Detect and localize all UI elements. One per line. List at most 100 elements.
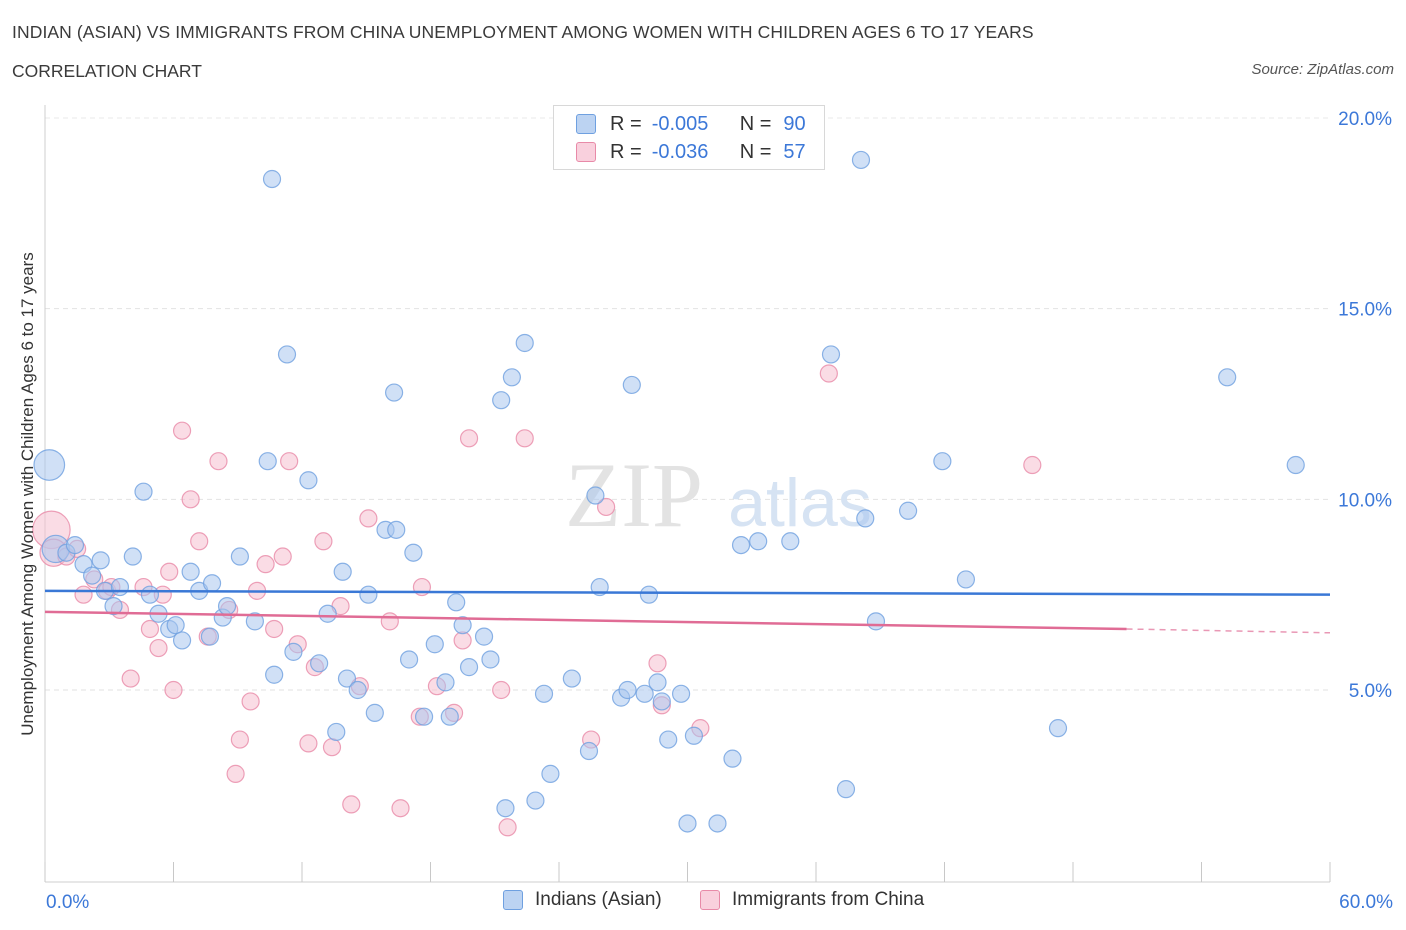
china-point [498,818,517,837]
indian-point [110,577,130,597]
china-point [241,692,260,711]
china-point [597,497,616,517]
x-tick-label: 0.0% [46,892,89,913]
source-label: Source: ZipAtlas.com [1251,61,1394,78]
y-tick-label: 5.0% [1349,681,1392,702]
indian-point [425,635,444,654]
indian-point [217,597,237,616]
legend-row-indians: R = -0.005 N = 90 [576,111,806,137]
china-point [342,795,361,814]
indian-point [447,593,466,612]
indian-point [481,650,500,669]
indian-point [579,741,599,761]
series-legend: Indians (Asian) Immigrants from China [0,889,1406,915]
y-axis-label: Unemployment Among Women with Children A… [18,252,37,736]
china-point [190,532,209,551]
indian-point [333,562,352,581]
trend-line-indians [44,589,1331,596]
watermark-zip: ZIP [565,444,703,546]
indian-point [258,452,277,471]
legend-item-china: Immigrants from China [700,889,924,911]
indian-point [851,150,871,170]
indian-point [821,345,841,364]
indian-point [172,631,192,650]
indian-point [277,345,297,364]
indian-point [1286,455,1305,475]
china-point [391,799,410,818]
indian-point [492,391,511,410]
indian-point [387,520,406,539]
indian-point [230,547,249,566]
indian-point [327,722,346,742]
china-point [256,555,275,574]
indian-point [310,654,329,673]
china-point [160,562,179,581]
indian-point [1048,719,1068,738]
indian-point [262,169,282,189]
indian-point [659,730,678,749]
legend-swatch-blue [576,114,596,134]
china-point [280,452,299,471]
china-point [314,532,333,551]
trend-line-china [44,610,1127,631]
legend-r-label: R = [610,112,642,135]
indian-point [83,566,102,585]
china-point [453,631,472,650]
china-point [172,421,192,440]
china-point [273,547,292,566]
indian-point [671,684,691,703]
indian-point [541,764,560,783]
china-point [359,509,378,528]
indian-point [781,532,800,551]
china-point [74,585,93,604]
indian-point [436,673,455,692]
gridlines [45,117,1330,691]
indian-point [898,501,918,520]
indian-point [404,543,423,562]
indian-point [562,669,581,688]
legend-row-china: R = -0.036 N = 57 [576,139,806,165]
indian-point [708,814,727,833]
legend-n-label: N = [739,140,772,163]
indian-point [365,703,384,722]
tick-labels: 5.0% 10.0% 15.0% 20.0% 0.0% 60.0% [46,109,1393,913]
china-point [1023,455,1042,475]
x-tick-label: 60.0% [1339,892,1393,913]
legend-swatch-pink [576,142,596,162]
legend-label-indians: Indians (Asian) [535,889,662,910]
indian-point [586,486,605,505]
legend-swatch-blue [503,890,523,910]
china-point [299,734,318,753]
legend-r-label: R = [610,140,642,163]
indian-point [635,684,654,703]
legend-swatch-pink [700,890,720,910]
chart-subtitle: CORRELATION CHART [12,61,202,81]
indian-point [33,449,66,481]
series-china-points [32,364,1042,837]
chart-title: INDIAN (ASIAN) VS IMMIGRANTS FROM CHINA … [12,22,1034,42]
series-indians-points [33,150,1305,833]
trend-line-china-extension [1126,628,1331,634]
indian-point [622,375,641,395]
indian-point [299,471,318,490]
china-point [140,619,160,639]
indian-point [836,780,856,799]
china-point [380,612,399,631]
indian-point [866,612,886,631]
indian-point [284,642,303,661]
indian-point [459,658,479,677]
indian-point [318,604,337,623]
china-point [230,730,249,749]
china-point [459,429,479,448]
indian-point [678,814,697,833]
legend-r-value: -0.005 [651,112,709,135]
china-point [181,490,200,509]
indian-point [502,368,521,387]
china-point [515,429,534,448]
china-point [121,669,140,688]
indian-point [453,616,472,635]
indian-point [123,547,142,566]
indian-point [337,669,357,688]
indian-point [104,597,123,616]
